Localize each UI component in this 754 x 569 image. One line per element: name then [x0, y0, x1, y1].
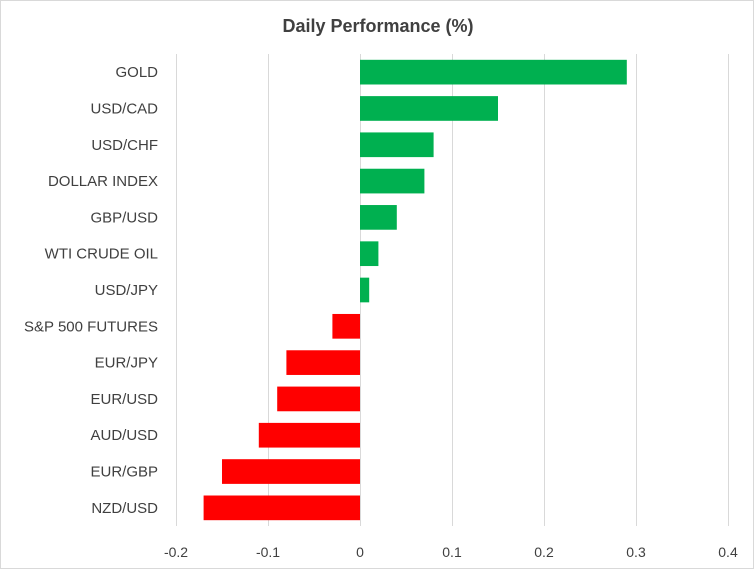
category-label: DOLLAR INDEX — [48, 173, 158, 190]
bar — [332, 313, 360, 339]
category-label: USD/JPY — [95, 282, 158, 299]
gridlines — [176, 54, 729, 526]
category-label: GBP/USD — [90, 209, 158, 226]
x-tick-label: 0.2 — [534, 544, 554, 560]
category-label: NZD/USD — [91, 500, 158, 517]
category-label: EUR/JPY — [95, 355, 158, 372]
category-label: EUR/USD — [90, 391, 158, 408]
bar — [360, 241, 379, 267]
category-label: EUR/GBP — [90, 464, 158, 481]
x-tick-label: 0.1 — [442, 544, 462, 560]
bars — [203, 59, 627, 521]
category-label: USD/CAD — [90, 100, 158, 117]
category-labels: GOLD USD/CAD USD/CHF DOLLAR INDEX GBP/USD WTI… — [24, 64, 158, 517]
x-tick-label: 0.4 — [718, 544, 738, 560]
x-tick-label: 0.3 — [626, 544, 646, 560]
category-label: AUD/USD — [90, 427, 158, 444]
x-tick-labels: -0.2 -0.1 0 0.1 0.2 0.3 0.4 — [164, 544, 738, 560]
bar — [360, 205, 397, 230]
x-tick-label: 0 — [356, 544, 364, 560]
bar — [360, 277, 370, 303]
bar — [286, 350, 360, 375]
category-label: GOLD — [115, 64, 158, 81]
category-label: USD/CHF — [91, 137, 158, 154]
category-label: S&P 500 FUTURES — [24, 318, 158, 335]
bar — [360, 168, 425, 194]
x-tick-label: -0.2 — [164, 544, 188, 560]
bar — [203, 495, 360, 521]
bar — [222, 459, 360, 484]
bar — [360, 59, 627, 85]
chart-title: Daily Performance (%) — [282, 16, 473, 36]
category-label: WTI CRUDE OIL — [45, 246, 158, 263]
x-tick-label: -0.1 — [256, 544, 280, 560]
bar — [258, 422, 360, 448]
bar — [277, 386, 360, 412]
bar — [360, 96, 498, 121]
bar — [360, 132, 434, 158]
